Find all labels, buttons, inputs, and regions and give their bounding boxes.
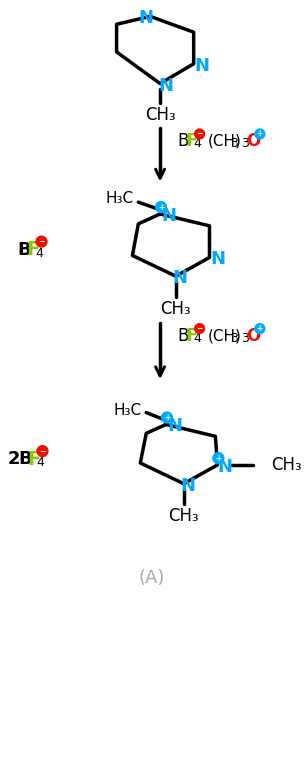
Text: 2: 2 [8,450,20,468]
Text: H₃C: H₃C [113,403,141,418]
Text: 4: 4 [194,332,201,345]
Text: N: N [218,458,233,476]
Text: 3: 3 [230,332,238,345]
Circle shape [37,446,48,456]
Text: N: N [194,57,209,75]
Circle shape [255,129,265,139]
Text: ): ) [235,133,241,148]
Text: −: − [197,129,203,139]
Text: H₃C: H₃C [105,191,133,206]
Text: CH₃: CH₃ [145,106,175,124]
Text: N: N [139,9,154,27]
Circle shape [195,324,205,334]
Text: N: N [172,269,187,287]
Text: 3: 3 [241,332,249,345]
Text: N: N [167,417,182,435]
Text: F: F [186,326,198,344]
Text: (CH: (CH [208,328,236,343]
Circle shape [255,324,265,334]
Text: +: + [215,453,221,463]
Text: O: O [246,132,260,150]
Text: (CH: (CH [208,133,236,148]
Text: N: N [180,477,195,495]
Text: CH₃: CH₃ [168,507,199,525]
Text: F: F [28,450,41,469]
Text: F: F [27,240,40,259]
Circle shape [36,236,47,247]
Circle shape [156,201,167,213]
Text: +: + [257,324,263,333]
Text: N: N [159,76,173,95]
Text: CH₃: CH₃ [271,456,301,474]
Text: 4: 4 [37,456,44,469]
Text: B: B [178,132,189,150]
Text: 3: 3 [241,137,249,151]
Text: −: − [39,447,46,456]
Text: B: B [178,326,189,344]
Circle shape [195,129,205,139]
Text: O: O [246,326,260,344]
Text: ): ) [235,328,241,343]
Text: (A): (A) [139,569,165,587]
Text: +: + [257,129,263,139]
Text: 3: 3 [230,137,238,151]
Text: +: + [164,413,170,422]
Text: N: N [161,207,176,225]
Text: B: B [19,450,32,468]
Text: 4: 4 [35,247,43,260]
Text: 4: 4 [194,137,201,151]
Text: +: + [158,203,164,211]
Text: −: − [38,237,45,246]
Text: B: B [18,241,31,259]
Text: −: − [197,324,203,333]
Circle shape [213,453,224,463]
Text: F: F [186,132,198,150]
Circle shape [162,412,172,423]
Text: N: N [210,251,225,269]
Text: CH₃: CH₃ [160,300,191,318]
